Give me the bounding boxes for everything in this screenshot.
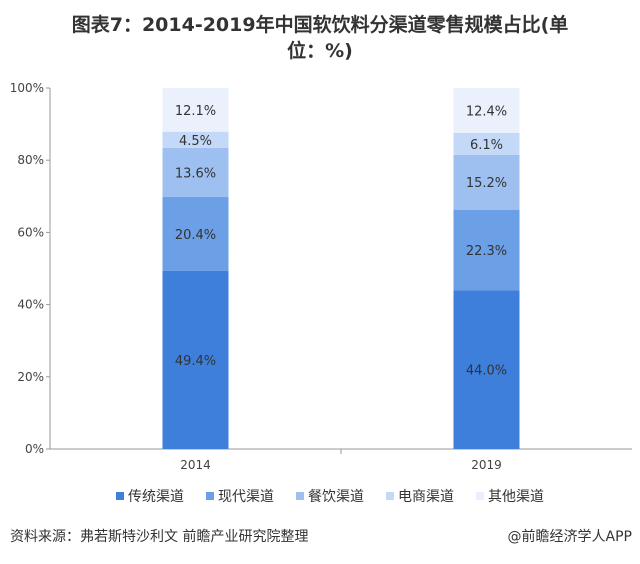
y-tick-label: 0% [25, 442, 44, 456]
bar-segment [162, 88, 229, 132]
data-label: 6.1% [470, 138, 503, 153]
x-tick-label: 2019 [471, 458, 502, 472]
bar-segment [453, 290, 520, 449]
bar-segment [162, 270, 229, 449]
data-label: 13.6% [175, 166, 216, 181]
data-label: 22.3% [466, 244, 507, 259]
bar-segment [453, 154, 520, 210]
bar-segment [162, 197, 229, 271]
legend-swatch [116, 492, 124, 500]
legend-label: 电商渠道 [398, 489, 454, 505]
data-label: 12.1% [175, 104, 216, 119]
data-label: 20.4% [175, 228, 216, 243]
data-label: 49.4% [175, 354, 216, 369]
legend-swatch [386, 492, 394, 500]
legend-label: 现代渠道 [218, 489, 274, 505]
bar-segment [162, 131, 229, 148]
data-label: 44.0% [466, 364, 507, 379]
bar-segment [453, 88, 520, 133]
legend-swatch [206, 492, 214, 500]
chart-title-line-2: 位：%) [287, 40, 353, 62]
bar-segment [453, 132, 520, 155]
credit-note: @前瞻经济学人APP [507, 529, 632, 545]
y-tick-label: 40% [17, 298, 44, 312]
y-tick-label: 100% [10, 81, 44, 95]
legend-label: 餐饮渠道 [308, 489, 364, 505]
source-note: 资料来源：弗若斯特沙利文 前瞻产业研究院整理 [10, 529, 309, 545]
chart-title: 图表7：2014-2019年中国软饮料分渠道零售规模占比(单 位：%) [0, 12, 640, 64]
legend-swatch [296, 492, 304, 500]
y-tick-label: 80% [17, 153, 44, 167]
bar-segment [162, 147, 229, 198]
legend-swatch [476, 492, 484, 500]
legend-label: 传统渠道 [128, 489, 184, 505]
data-label: 15.2% [466, 176, 507, 191]
chart-title-line-1: 图表7：2014-2019年中国软饮料分渠道零售规模占比(单 [71, 14, 569, 36]
x-tick-label: 2014 [180, 458, 211, 472]
data-label: 12.4% [466, 104, 507, 119]
legend-label: 其他渠道 [488, 489, 544, 505]
bar-segment [453, 209, 520, 291]
data-label: 4.5% [179, 134, 212, 149]
y-tick-label: 20% [17, 370, 44, 384]
y-tick-label: 60% [17, 225, 44, 239]
